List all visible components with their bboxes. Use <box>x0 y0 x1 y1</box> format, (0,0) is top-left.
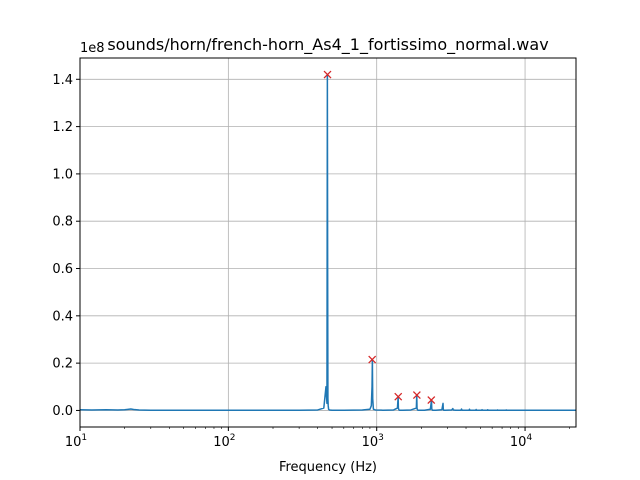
y-tick-label: 1.2 <box>52 120 73 135</box>
y-tick-label: 0.4 <box>52 309 73 324</box>
y-offset-text: 1e8 <box>80 41 105 56</box>
y-tick-label: 1.4 <box>52 73 73 88</box>
y-tick-label: 1.0 <box>52 167 73 182</box>
y-tick-label: 0.6 <box>52 262 73 277</box>
x-axis-label: Frequency (Hz) <box>279 460 377 475</box>
y-tick-label: 0.0 <box>52 404 73 419</box>
peak-marker-stroke <box>394 392 403 401</box>
peak-marker-stroke <box>323 70 332 79</box>
plot-area: 101 102 103 104 0.00.20.40.60.81.01.21.4 <box>52 57 577 450</box>
peak-marker <box>427 396 436 404</box>
y-axis-ticks: 0.0 0.2 0.4 0.6 0.8 1.0 1.2 1.4 <box>52 73 80 419</box>
peak-marker <box>368 355 377 364</box>
peak-marker <box>412 391 421 400</box>
peak-marker <box>323 70 332 79</box>
peak-marker-stroke <box>368 355 377 364</box>
peak-marker <box>394 392 403 401</box>
peak-marker-stroke <box>427 396 436 404</box>
plot-frame <box>79 57 577 428</box>
chart-title: sounds/horn/french-horn_As4_1_fortissimo… <box>107 35 548 55</box>
peak-marker-stroke <box>412 391 421 400</box>
y-tick-label: 0.8 <box>52 215 73 230</box>
y-tick-label: 0.2 <box>52 357 73 372</box>
spectrum-line <box>79 73 576 411</box>
series-group <box>79 70 576 411</box>
